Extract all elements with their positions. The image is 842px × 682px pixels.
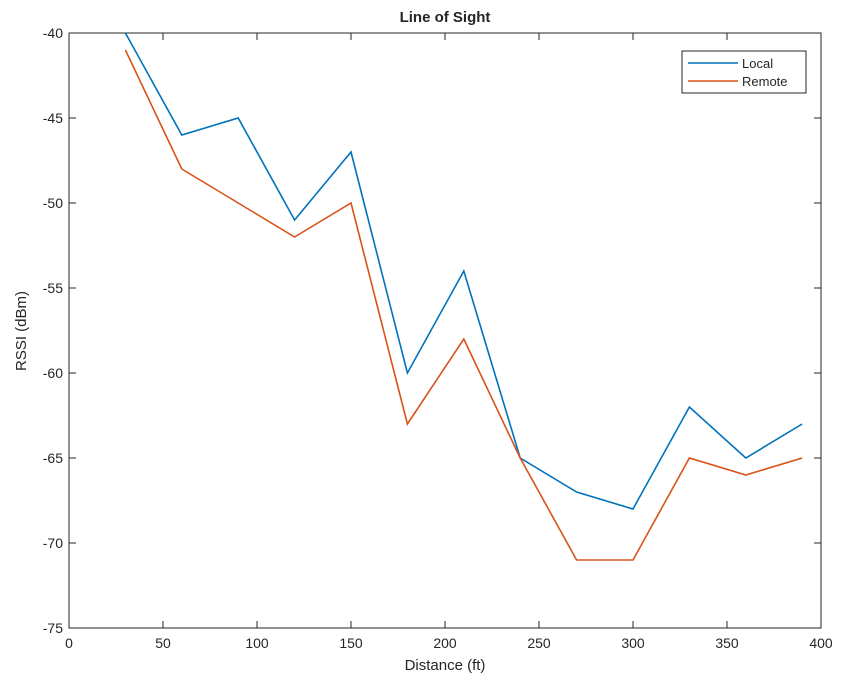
legend-box: [681, 50, 807, 94]
x-tick-label: 350: [715, 635, 739, 651]
legend-label-local: Local: [742, 56, 773, 71]
plot-area: 0 50 100 150 200 250 300 350 400 -75 -70 -65 -60 -55 -…: [43, 25, 833, 651]
y-axis-label: RSSI (dBm): [13, 291, 30, 371]
x-tick-label: 300: [621, 635, 645, 651]
x-axis-label: Distance (ft): [405, 657, 486, 674]
y-tick-label: -65: [43, 450, 63, 466]
plot-frame: [68, 32, 822, 629]
legend-label-remote: Remote: [742, 74, 788, 89]
x-tick-label: 400: [809, 635, 833, 651]
series-line-local: [124, 32, 803, 510]
x-tick-label: 250: [527, 635, 551, 651]
y-tick-label: -40: [43, 25, 63, 41]
y-tick-label: -75: [43, 620, 63, 636]
x-tick-label: 200: [433, 635, 457, 651]
y-tick-label: -45: [43, 110, 63, 126]
y-tick-label: -50: [43, 195, 63, 211]
y-tick-label: -70: [43, 535, 63, 551]
chart-title: Line of Sight: [400, 9, 491, 26]
x-tick-label: 0: [65, 635, 73, 651]
series-line-remote: [124, 49, 803, 561]
x-tick-label: 150: [339, 635, 363, 651]
x-tick-label: 100: [245, 635, 269, 651]
y-tick-label: -60: [43, 365, 63, 381]
x-tick-label: 50: [155, 635, 171, 651]
y-tick-label: -55: [43, 280, 63, 296]
